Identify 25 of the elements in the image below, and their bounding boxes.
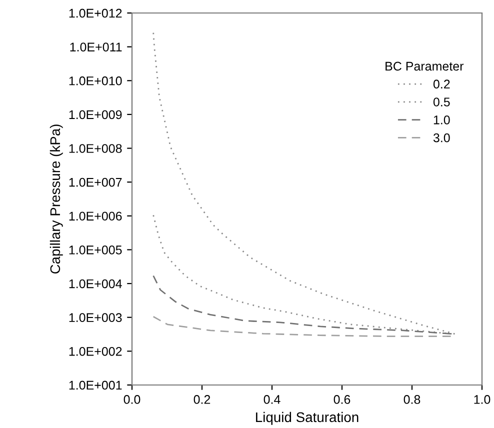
y-tick-label: 1.0E+001 [69,380,122,390]
x-tick-label: 0.2 [194,395,210,404]
x-tick-label: 0.8 [404,395,420,404]
y-axis-title: Capillary Pressure (kPa) [50,124,63,274]
legend-title: BC Parameter [386,62,464,71]
x-tick-label: 1.0 [474,395,490,404]
x-axis-title: Liquid Saturation [256,412,358,425]
y-tick-label: 1.0E+008 [69,144,122,153]
y-tick-label: 1.0E+003 [69,313,122,322]
legend-label: 3.0 [433,133,450,142]
legend-label: 0.2 [433,80,450,89]
y-tick-label: 1.0E+011 [70,42,122,52]
y-tick-label: 1.0E+007 [69,178,122,187]
y-tick-label: 1.0E+010 [69,76,122,86]
x-tick-label: 0.0 [124,395,140,404]
legend-label: 0.5 [433,98,450,106]
y-tick-label: 1.0E+009 [69,110,122,120]
legend-label: 1.0 [434,115,450,124]
y-tick-label: 1.0E+005 [69,246,122,254]
y-tick-label: 1.0E+012 [69,8,122,18]
y-tick-label: 1.0E+004 [69,279,122,288]
y-tick-label: 1.0E+006 [69,212,122,221]
y-tick-label: 1.0E+002 [69,346,122,356]
x-tick-label: 0.4 [264,395,280,404]
x-tick-label: 0.6 [334,395,350,404]
